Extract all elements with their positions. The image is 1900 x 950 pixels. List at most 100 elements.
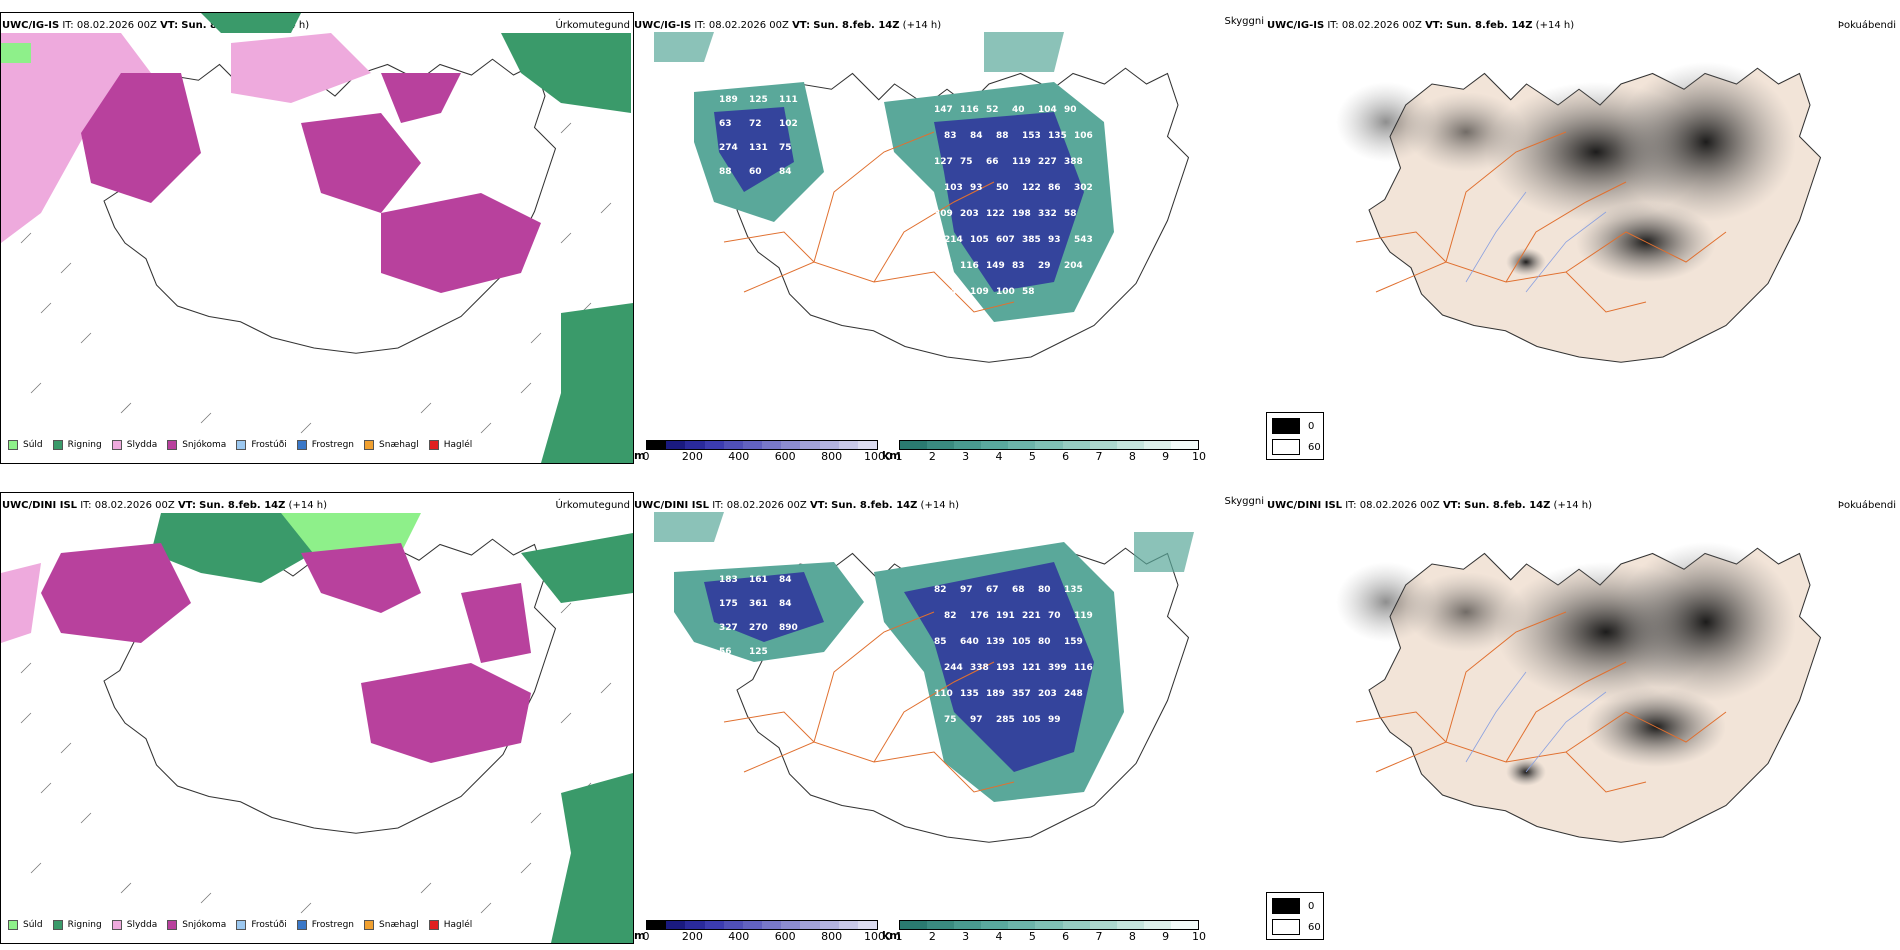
cloud-base-cells [646, 440, 878, 450]
cloud-base-label: 327 [719, 623, 738, 633]
precip-legend: Súld Rigning Slydda Snjókoma Frostúði Fr… [8, 920, 482, 930]
colorbar-tick-label: 4 [995, 450, 1003, 463]
cloud-base-label: 70 [1048, 611, 1061, 621]
colorbar-cell [838, 441, 858, 449]
colorbar-tick-label: 600 [774, 930, 796, 943]
cloud-base-label: 52 [986, 105, 999, 115]
colorbar-tick-label: 3 [962, 930, 970, 943]
cloud-base-label: 84 [779, 599, 792, 609]
cloud-base-ticks: 0 200 400 600 800 1000 [643, 930, 893, 943]
roads [723, 131, 1015, 313]
model-name: UWC/IG-IS [1267, 20, 1325, 31]
model-name: UWC/IG-IS [634, 20, 692, 31]
cloud-base-label: 93 [970, 183, 983, 193]
legend-snjokoma: Snjókoma [167, 920, 226, 930]
cloud-base-label: 88 [719, 167, 732, 177]
it-value: 08.02.2026 00Z [726, 500, 807, 511]
cloud-base-cells [646, 920, 878, 930]
colorbar-cell [742, 921, 763, 929]
precip-title: Úrkomutegund [555, 20, 630, 31]
cloud-base-label: 84 [779, 575, 792, 585]
model-name: UWC/IG-IS [2, 20, 60, 31]
it-label: IT: [1345, 500, 1357, 511]
colorbar-cell [1062, 921, 1090, 929]
cloud-base-label: 191 [996, 611, 1015, 621]
colorbar-cell [762, 441, 782, 449]
cloud-base-label: 109 [970, 287, 989, 297]
vt-label: VT: [177, 500, 196, 511]
fog-swatch-max [1272, 919, 1300, 935]
colorbar-tick-label: 1 [895, 450, 903, 463]
swatch-frostregn [296, 440, 307, 450]
legend-snjokoma: Snjókoma [167, 440, 226, 450]
fog-swatch-max [1272, 439, 1300, 455]
colorbar-cell [981, 921, 1009, 929]
lead-time: (+14 h) [1535, 20, 1575, 31]
model-name: UWC/DINI ISL [1267, 500, 1343, 511]
cloud-base-label: 388 [1064, 157, 1083, 167]
colorbar-tick-label: 5 [1028, 450, 1036, 463]
cloud-base-unit: m [634, 449, 646, 462]
colorbar-tick-label: 400 [728, 930, 750, 943]
colorbar-tick-label: 7 [1095, 450, 1103, 463]
colorbar-cell [647, 441, 667, 449]
fog-legend-min: 0 [1272, 418, 1314, 434]
colorbar-tick-label: 2 [928, 930, 936, 943]
it-label: IT: [62, 20, 74, 31]
colorbar-cell [800, 441, 820, 449]
cloud-areas [654, 512, 1194, 802]
cloud-map: 183 161 84 175 361 84 327 270 890 56 125 82 97 67 68 80… [634, 512, 1266, 912]
cloud-base-label: 147 [934, 105, 953, 115]
cloud-base-label: 176 [970, 611, 989, 621]
colorbar-tick-label: 1 [895, 930, 903, 943]
precip-areas [1, 13, 633, 463]
legend-suld: Súld [8, 440, 43, 450]
cloud-base-label: 85 [934, 637, 947, 647]
precip-panel-row1: UWC/IG-IS IT: 08.02.2026 00Z VT: Sun. 8.… [0, 12, 634, 464]
cloud-base-label: 248 [1064, 689, 1083, 699]
cloud-base-label: 103 [944, 183, 963, 193]
cloud-base-label: 105 [970, 235, 989, 245]
colorbar-cell [762, 921, 782, 929]
colorbar-cell [1143, 441, 1171, 449]
it-value: 08.02.2026 00Z [1341, 20, 1422, 31]
fog-legend-max: 60 [1272, 439, 1321, 455]
cloud-base-colorbar: m 0 200 400 600 800 1000 [634, 440, 893, 463]
legend-frostregn: Frostregn [296, 440, 354, 450]
cloud-base-label: 145 [944, 287, 963, 297]
colorbar-cell [704, 441, 724, 449]
colorbar-tick-label: 800 [821, 450, 843, 463]
cloud-base-label: 125 [749, 95, 768, 105]
cloud-base-ticks: 0 200 400 600 800 1000 [643, 450, 893, 463]
cloud-base-label: 86 [1048, 183, 1061, 193]
colorbar-tick-label: 200 [681, 450, 703, 463]
colorbar-cell [819, 441, 839, 449]
fog-header: UWC/DINI ISL IT: 08.02.2026 00Z VT: Sun.… [1267, 500, 1592, 512]
vt-label: VT: [1442, 500, 1461, 511]
roads [1355, 131, 1727, 313]
cloud-base-label: 399 [1048, 663, 1067, 673]
cloud-base-label: 149 [986, 261, 1005, 271]
colorbar-cell [685, 441, 705, 449]
swatch-frostudi [236, 920, 247, 930]
colorbar-tick-label: 8 [1128, 930, 1136, 943]
colorbar-cell [723, 441, 743, 449]
cloud-base-label: 80 [1038, 585, 1051, 595]
cloud-base-label: 127 [934, 157, 953, 167]
cloud-base-label: 116 [1074, 663, 1093, 673]
vt-value: Sun. 8.feb. 14Z [831, 500, 918, 511]
cloud-base-label: 189 [719, 95, 738, 105]
cloud-base-label: 270 [749, 623, 768, 633]
cloud-base-label: 274 [719, 143, 738, 153]
it-label: IT: [1327, 20, 1339, 31]
cloud-base-colorbar: m 0 200 400 600 800 1000 [634, 920, 893, 943]
cloud-base-label: 97 [970, 715, 983, 725]
rivers [1465, 671, 1607, 773]
colorbar-cell [1035, 441, 1063, 449]
cloud-base-label: 302 [1074, 183, 1093, 193]
cloud-base-label: 640 [960, 637, 979, 647]
legend-snaehagl: Snæhagl [364, 440, 419, 450]
cloud-base-label: 116 [960, 105, 979, 115]
lead-time: (+14 h) [1553, 500, 1592, 511]
rivers [1465, 191, 1607, 293]
